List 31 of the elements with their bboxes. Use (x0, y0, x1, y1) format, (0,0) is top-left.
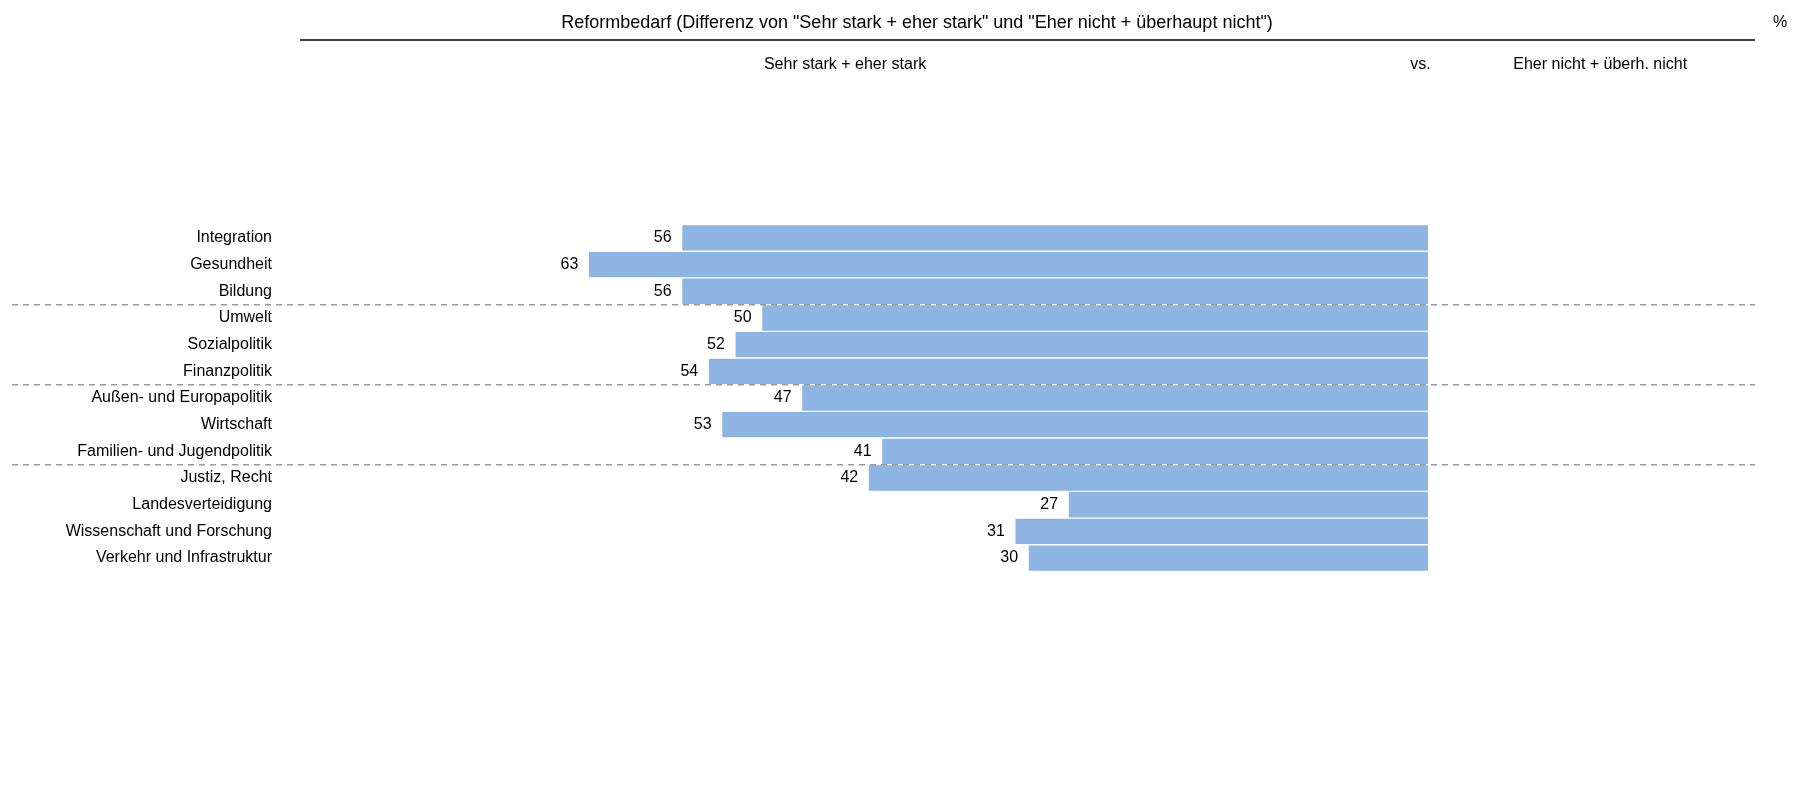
text: vs. (1410, 55, 1431, 73)
data-label: 50 (733, 308, 752, 326)
y-tick-label: Gesundheit (190, 255, 273, 273)
data-label: 30 (1000, 548, 1019, 566)
data-label: 63 (560, 255, 579, 273)
data-label: 41 (853, 441, 872, 459)
y-tick-label: Sozialpolitik (187, 335, 273, 353)
data-label: 52 (707, 335, 726, 353)
y-tick-label: Wirtschaft (200, 415, 273, 433)
y-tick-label: Finanzpolitik (183, 361, 273, 379)
y-tick-label: Umwelt (218, 308, 273, 326)
data-label: 56 (653, 281, 672, 299)
y-tick-label: Familien- und Jugendpolitik (77, 441, 273, 459)
text: Eher nicht + überh. nicht (1513, 55, 1688, 73)
data-label: 31 (987, 521, 1005, 539)
text: Sehr stark + eher stark (763, 55, 928, 73)
data-label: 27 (1040, 495, 1059, 513)
data-label: 54 (680, 361, 699, 379)
y-tick-label: Integration (196, 228, 272, 246)
data-label: 53 (693, 415, 712, 433)
text: % (1772, 13, 1788, 31)
y-tick-label: Landesverteidigung (132, 495, 272, 513)
y-tick-label: Bildung (218, 281, 272, 299)
y-tick-label: Außen- und Europapolitik (91, 388, 273, 406)
data-label: 42 (840, 468, 859, 486)
y-tick-label: Justiz, Recht (180, 468, 273, 486)
y-tick-label: Verkehr und Infrastruktur (95, 548, 273, 566)
data-label: 47 (773, 388, 792, 406)
chart-title: Reformbedarf (Differenz von "Sehr stark + eher stark" und "Eher nicht + überhaupt nicht") (561, 11, 1273, 32)
data-label: 56 (653, 228, 672, 246)
y-tick-label: Wissenschaft und Forschung (65, 521, 272, 539)
